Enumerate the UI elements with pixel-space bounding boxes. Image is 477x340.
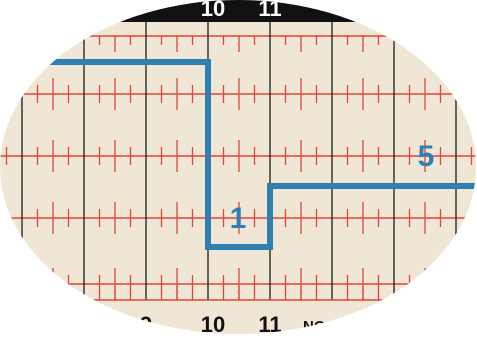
duty-status-line xyxy=(0,59,476,250)
header-label-11: 11 xyxy=(258,0,281,21)
callout-number-1: 1 xyxy=(230,202,247,235)
callout-number-5: 5 xyxy=(418,140,435,173)
hour-label-11: 11 xyxy=(258,312,281,335)
header-label-10: 10 xyxy=(201,0,225,21)
hour-label-10: 10 xyxy=(201,312,225,335)
